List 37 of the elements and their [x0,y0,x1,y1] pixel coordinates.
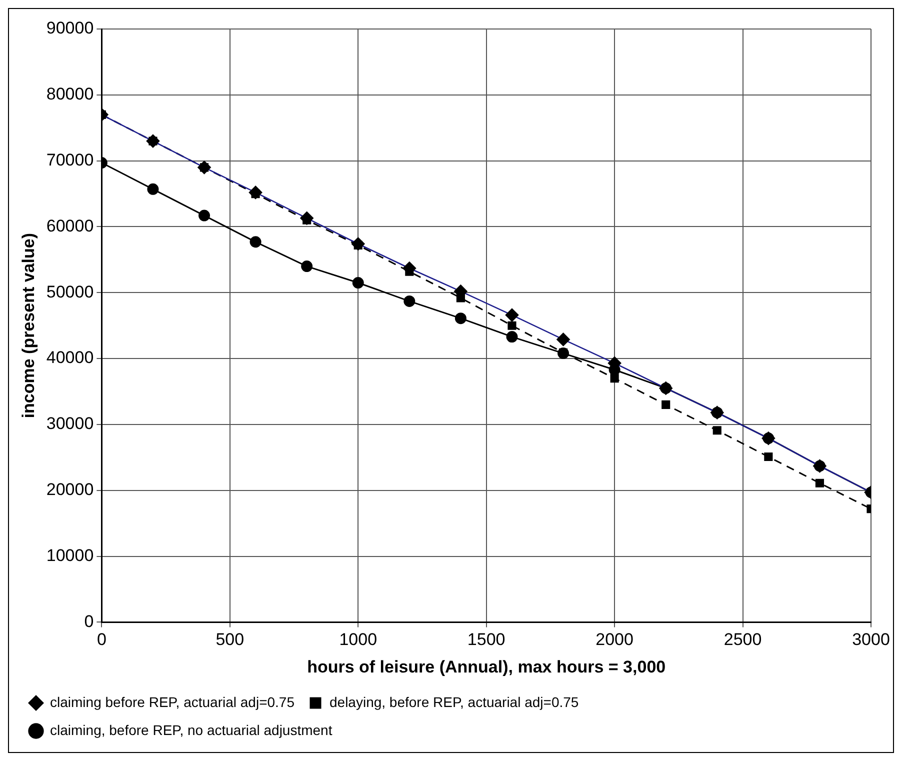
point [815,478,824,488]
y-tick-label: 10000 [46,546,94,565]
x-axis-title: hours of leisure (Annual), max hours = 3,000 [307,657,666,676]
point [662,400,670,409]
y-tick-label: 60000 [46,216,94,236]
x-tick-label: 1500 [467,630,506,650]
legend-label: delaying, before REP, actuarial adj=0.75 [330,694,579,710]
x-tick-label: 2000 [596,630,634,650]
y-tick-label: 0 [84,612,94,631]
y-tick-label: 70000 [46,150,94,170]
point [301,260,313,272]
legend-label: claiming before REP, actuarial adj=0.75 [50,694,295,710]
point [764,452,773,462]
point [506,331,518,343]
y-tick-label: 20000 [46,480,94,500]
y-tick-label: 50000 [46,282,94,302]
x-tick-label: 0 [96,630,106,650]
y-tick-label: 40000 [46,348,94,368]
y-axis-title: income (present value) [18,233,38,418]
legend-label: claiming, before REP, no actuarial adjustment [50,722,332,738]
y-tick-label: 80000 [46,84,94,104]
point [712,426,722,435]
x-tick-label: 3000 [852,630,890,650]
point [250,236,262,248]
x-tick-label: 500 [216,630,244,650]
point [454,312,466,324]
y-tick-label: 30000 [46,414,94,434]
point [610,374,619,383]
point [508,321,516,330]
x-tick-label: 1000 [339,630,378,650]
point [352,277,364,289]
point [147,183,159,195]
point [558,348,568,357]
y-tick-label: 90000 [46,18,94,38]
point [198,210,210,222]
x-tick-label: 2500 [724,630,762,650]
point [404,295,416,307]
